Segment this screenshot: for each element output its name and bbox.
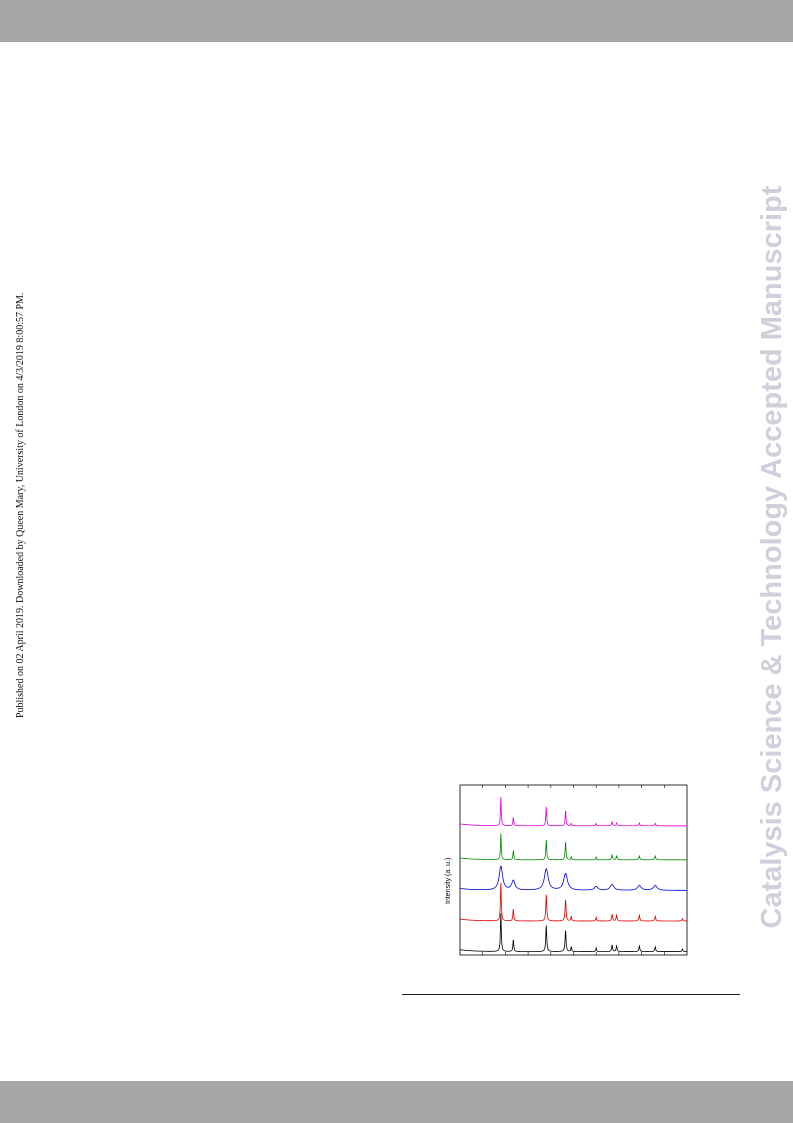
- journal-watermark: Catalysis Science & Technology Accepted …: [756, 185, 788, 929]
- series-layer: [459, 797, 688, 952]
- axis-ticks: [482, 785, 665, 955]
- caption-rule: [402, 994, 740, 995]
- plot-frame: [459, 784, 688, 956]
- series-line-1: [459, 913, 688, 952]
- series-line-5: [459, 797, 687, 827]
- series-line-4: [459, 833, 687, 861]
- bottom-bar: [0, 1081, 793, 1123]
- xrd-chart: Intensity (a. u.): [445, 784, 688, 956]
- top-bar: [0, 0, 793, 42]
- xrd-figure: Intensity (a. u.): [440, 778, 692, 960]
- series-line-2: [459, 882, 688, 922]
- download-note: Published on 02 April 2019. Downloaded b…: [15, 292, 26, 718]
- y-axis-label: Intensity (a. u.): [445, 858, 452, 904]
- series-line-3: [459, 865, 687, 891]
